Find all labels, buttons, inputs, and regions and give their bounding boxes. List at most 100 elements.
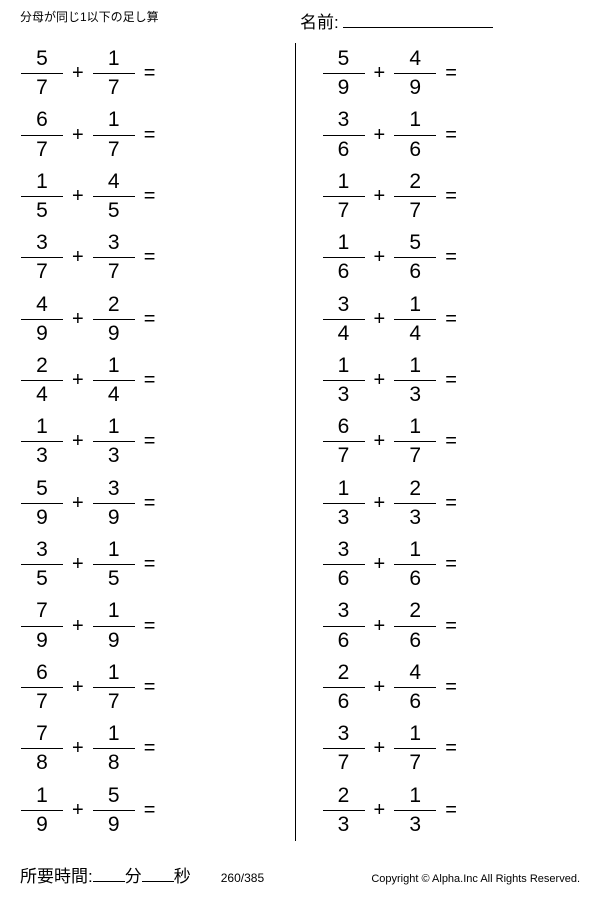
fraction-bar bbox=[21, 748, 63, 749]
fraction-bar bbox=[323, 135, 365, 136]
denominator: 6 bbox=[338, 629, 350, 653]
fraction-bar bbox=[394, 73, 436, 74]
fraction-bar bbox=[93, 380, 135, 381]
numerator: 5 bbox=[108, 784, 120, 808]
fraction-2: 16 bbox=[393, 538, 437, 591]
denominator: 4 bbox=[338, 322, 350, 346]
numerator: 4 bbox=[409, 47, 421, 71]
fraction-1: 67 bbox=[20, 661, 64, 714]
left-column: 57+17=67+17=15+45=37+37=49+29=24+14=13+1… bbox=[20, 37, 295, 847]
numerator: 1 bbox=[409, 722, 421, 746]
problem-left-5: 24+14= bbox=[20, 353, 279, 409]
fraction-2: 16 bbox=[393, 108, 437, 161]
denominator: 9 bbox=[36, 506, 48, 530]
fraction-1: 67 bbox=[20, 108, 64, 161]
denominator: 4 bbox=[108, 383, 120, 407]
plus-sign: + bbox=[366, 676, 394, 699]
denominator: 7 bbox=[108, 138, 120, 162]
fraction-1: 34 bbox=[322, 293, 366, 346]
fraction-1: 57 bbox=[20, 47, 64, 100]
fraction-bar bbox=[21, 810, 63, 811]
fraction-bar bbox=[394, 319, 436, 320]
problem-left-7: 59+39= bbox=[20, 475, 279, 531]
fraction-2: 13 bbox=[393, 354, 437, 407]
plus-sign: + bbox=[366, 369, 394, 392]
page-number: 260/385 bbox=[221, 871, 264, 885]
denominator: 7 bbox=[338, 751, 350, 775]
equals-sign: = bbox=[437, 676, 457, 699]
problem-right-12: 23+13= bbox=[322, 782, 581, 838]
fraction-bar bbox=[21, 257, 63, 258]
numerator: 1 bbox=[409, 108, 421, 132]
fraction-bar bbox=[323, 380, 365, 381]
numerator: 1 bbox=[108, 108, 120, 132]
numerator: 1 bbox=[338, 477, 350, 501]
equals-sign: = bbox=[136, 185, 156, 208]
fraction-bar bbox=[93, 319, 135, 320]
denominator: 7 bbox=[36, 690, 48, 714]
problem-left-11: 78+18= bbox=[20, 721, 279, 777]
numerator: 3 bbox=[338, 108, 350, 132]
problem-right-8: 36+16= bbox=[322, 537, 581, 593]
problem-left-10: 67+17= bbox=[20, 659, 279, 715]
fraction-bar bbox=[323, 748, 365, 749]
copyright-text: Copyright © Alpha.Inc All Rights Reserve… bbox=[371, 873, 580, 885]
denominator: 7 bbox=[338, 444, 350, 468]
denominator: 7 bbox=[36, 76, 48, 100]
plus-sign: + bbox=[64, 308, 92, 331]
numerator: 2 bbox=[338, 784, 350, 808]
equals-sign: = bbox=[437, 492, 457, 515]
numerator: 3 bbox=[36, 538, 48, 562]
fraction-2: 23 bbox=[393, 477, 437, 530]
denominator: 9 bbox=[36, 322, 48, 346]
numerator: 1 bbox=[108, 415, 120, 439]
fraction-bar bbox=[394, 380, 436, 381]
denominator: 7 bbox=[409, 444, 421, 468]
numerator: 1 bbox=[108, 722, 120, 746]
denominator: 9 bbox=[409, 76, 421, 100]
fraction-1: 37 bbox=[322, 722, 366, 775]
second-blank[interactable] bbox=[142, 868, 174, 882]
fraction-bar bbox=[394, 687, 436, 688]
equals-sign: = bbox=[136, 430, 156, 453]
numerator: 1 bbox=[338, 354, 350, 378]
numerator: 3 bbox=[36, 231, 48, 255]
problem-right-4: 34+14= bbox=[322, 291, 581, 347]
fraction-bar bbox=[394, 503, 436, 504]
numerator: 7 bbox=[36, 599, 48, 623]
fraction-bar bbox=[93, 503, 135, 504]
equals-sign: = bbox=[437, 124, 457, 147]
numerator: 6 bbox=[36, 661, 48, 685]
problem-right-1: 36+16= bbox=[322, 107, 581, 163]
numerator: 2 bbox=[36, 354, 48, 378]
name-input-line[interactable] bbox=[343, 14, 493, 28]
problem-right-9: 36+26= bbox=[322, 598, 581, 654]
numerator: 3 bbox=[338, 599, 350, 623]
plus-sign: + bbox=[64, 430, 92, 453]
fraction-bar bbox=[21, 687, 63, 688]
fraction-1: 19 bbox=[20, 784, 64, 837]
numerator: 1 bbox=[338, 231, 350, 255]
equals-sign: = bbox=[437, 185, 457, 208]
problem-left-12: 19+59= bbox=[20, 782, 279, 838]
denominator: 3 bbox=[409, 383, 421, 407]
numerator: 2 bbox=[409, 477, 421, 501]
numerator: 5 bbox=[36, 47, 48, 71]
equals-sign: = bbox=[136, 246, 156, 269]
denominator: 7 bbox=[409, 199, 421, 223]
fraction-2: 13 bbox=[393, 784, 437, 837]
name-field: 名前: bbox=[300, 8, 580, 33]
denominator: 7 bbox=[338, 199, 350, 223]
numerator: 2 bbox=[409, 599, 421, 623]
problem-left-8: 35+15= bbox=[20, 537, 279, 593]
minute-blank[interactable] bbox=[93, 868, 125, 882]
numerator: 5 bbox=[338, 47, 350, 71]
time-field: 所要時間: 分 秒 bbox=[20, 862, 191, 887]
fraction-1: 13 bbox=[322, 354, 366, 407]
fraction-bar bbox=[323, 810, 365, 811]
time-label-text: 所要時間: bbox=[20, 862, 93, 887]
numerator: 3 bbox=[338, 538, 350, 562]
problem-left-0: 57+17= bbox=[20, 46, 279, 102]
numerator: 2 bbox=[409, 170, 421, 194]
fraction-bar bbox=[93, 748, 135, 749]
